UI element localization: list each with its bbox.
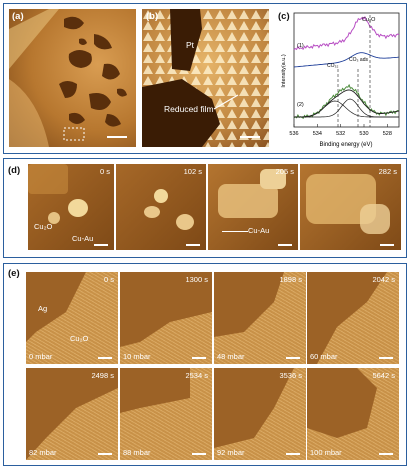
panel-c-ylabel: Intensity(a.u.) (281, 54, 287, 87)
panel-c-curve2-label: (2) (297, 102, 304, 108)
panel-d-frame-3: 205 s Cu-Au (208, 164, 298, 250)
panel-c-fit-1 (293, 52, 400, 68)
panel-e-cu2o-label: Cu₂O (70, 334, 89, 343)
panel-e-frame-2: 1300 s 10 mbar (120, 272, 212, 364)
panel-e-frame-pressure: 0 mbar (29, 352, 53, 361)
panel-abc-box (3, 3, 407, 154)
panel-d-frame-3-label-cuau: Cu-Au (248, 226, 270, 235)
panel-e-frame-time: 3536 s (279, 371, 302, 380)
panel-e-frame-1: 0 s 0 mbar Ag Cu₂O (26, 272, 118, 364)
panel-c-peak-ads (294, 98, 399, 118)
panel-e-frame-time: 2042 s (372, 275, 395, 284)
panel-e-frame-scale-bar (192, 453, 206, 455)
panel-e-frame-4: 2042 s 60 mbar (307, 272, 399, 364)
panel-c-x-ticks: 536 534 532 530 528 (289, 124, 392, 137)
panel-c-x-tick-label: 530 (359, 131, 368, 137)
panel-b-scale-bar (240, 136, 260, 138)
panel-d-frame-4: 282 s (300, 164, 401, 250)
panel-c-x-tick-label: 536 (289, 131, 298, 137)
panel-e-frame-3: 1898 s 48 mbar (214, 272, 306, 364)
panel-c-x-tick-label: 528 (383, 131, 392, 137)
panel-a-label: (a) (12, 11, 24, 22)
panel-d-frame-1-label-cu2o: Cu₂O (34, 222, 53, 231)
panel-c-peak-cu2o: Cu₂O (362, 17, 376, 23)
panel-e-frame-scale-bar (286, 453, 300, 455)
panel-e-frame-time: 0 s (103, 275, 114, 284)
panel-c-peak-co3 (294, 100, 399, 118)
panel-e-frame-scale-bar (98, 357, 112, 359)
panel-e-frame-scale-bar (286, 357, 300, 359)
panel-d-frame-2-scale-bar (186, 244, 200, 246)
panel-a-island-pattern (9, 9, 127, 147)
panel-d-frame-3-time: 205 s (275, 167, 294, 176)
panel-c-plot: 536 534 532 530 528 Intensity(a.u.) Binding … (276, 9, 403, 150)
panel-d-frame-2: 102 s (116, 164, 206, 250)
panel-e-frame-scale-bar (98, 453, 112, 455)
panel-c-peak-co3: CO₃₂ (327, 63, 339, 69)
panel-a-image (9, 9, 136, 147)
panel-e-frame-6: 2534 s 88 mbar (120, 368, 212, 460)
panel-d-label: (d) (8, 165, 21, 176)
panel-d-frame-1-scale-bar (94, 244, 108, 246)
panel-e-frame-pressure: 10 mbar (123, 352, 151, 361)
panel-a-scale-bar (107, 136, 127, 138)
panel-e-frame-pressure: 92 mbar (217, 448, 245, 457)
panel-e-frame-pressure: 60 mbar (310, 352, 338, 361)
panel-b-pt-label: Pt (186, 40, 195, 50)
panel-e-label: (e) (8, 268, 20, 279)
panel-b-label: (b) (146, 11, 159, 22)
panel-e-frame-time: 2498 s (91, 371, 114, 380)
panel-e-frame-time: 5642 s (372, 371, 395, 380)
panel-e-frame-pressure: 100 mbar (310, 448, 342, 457)
panel-e-frame-8: 5642 s 100 mbar (307, 368, 399, 460)
panel-e-frame-pressure: 82 mbar (29, 448, 57, 457)
panel-d-frame-3-scale-bar (278, 244, 292, 246)
panel-e-ag-label: Ag (38, 304, 48, 313)
panel-b-image (142, 9, 269, 147)
panel-d-frame-4-time: 282 s (378, 167, 397, 176)
panel-e-frame-scale-bar (192, 357, 206, 359)
panel-e-frame-7: 3536 s 92 mbar (214, 368, 306, 460)
panel-e-frame-pressure: 48 mbar (217, 352, 245, 361)
panel-e-box (3, 263, 407, 466)
panel-c-xlabel: Binding energy (eV) (319, 142, 372, 148)
panel-e-frame-time: 2534 s (185, 371, 208, 380)
panel-e-frame-time: 1300 s (185, 275, 208, 284)
panel-c-curve-1 (293, 15, 400, 51)
panel-c-curve1-label: (1) (297, 43, 304, 49)
panel-c-svg: 536 534 532 530 528 Intensity(a.u.) Binding … (281, 12, 400, 148)
panel-c-x-tick-label: 534 (313, 131, 322, 137)
panel-d-box (3, 158, 407, 258)
panel-c-label: (c) (278, 11, 290, 22)
panel-b-triangle-lattice (142, 9, 269, 147)
panel-e-frame-5: 2498 s 82 mbar (26, 368, 118, 460)
panel-e-frame-scale-bar (379, 357, 393, 359)
panel-d-frame-1: 0 s Cu₂O Cu-Au (28, 164, 114, 250)
panel-d-frame-1-label-cuau: Cu-Au (72, 234, 94, 243)
panel-d-frame-1-time: 0 s (99, 167, 110, 176)
panel-c-peak-ads: CO₃ ads (349, 57, 368, 63)
panel-d-frame-2-time: 102 s (183, 167, 202, 176)
panel-d-frame-4-scale-bar (380, 244, 394, 246)
panel-c-x-tick-label: 532 (336, 131, 345, 137)
panel-c-fit-2 (294, 89, 400, 118)
panel-e-frame-scale-bar (379, 453, 393, 455)
panel-b-film-label: Reduced film (164, 104, 214, 114)
panel-e-frame-pressure: 88 mbar (123, 448, 151, 457)
panel-e-frame-time: 1898 s (279, 275, 302, 284)
